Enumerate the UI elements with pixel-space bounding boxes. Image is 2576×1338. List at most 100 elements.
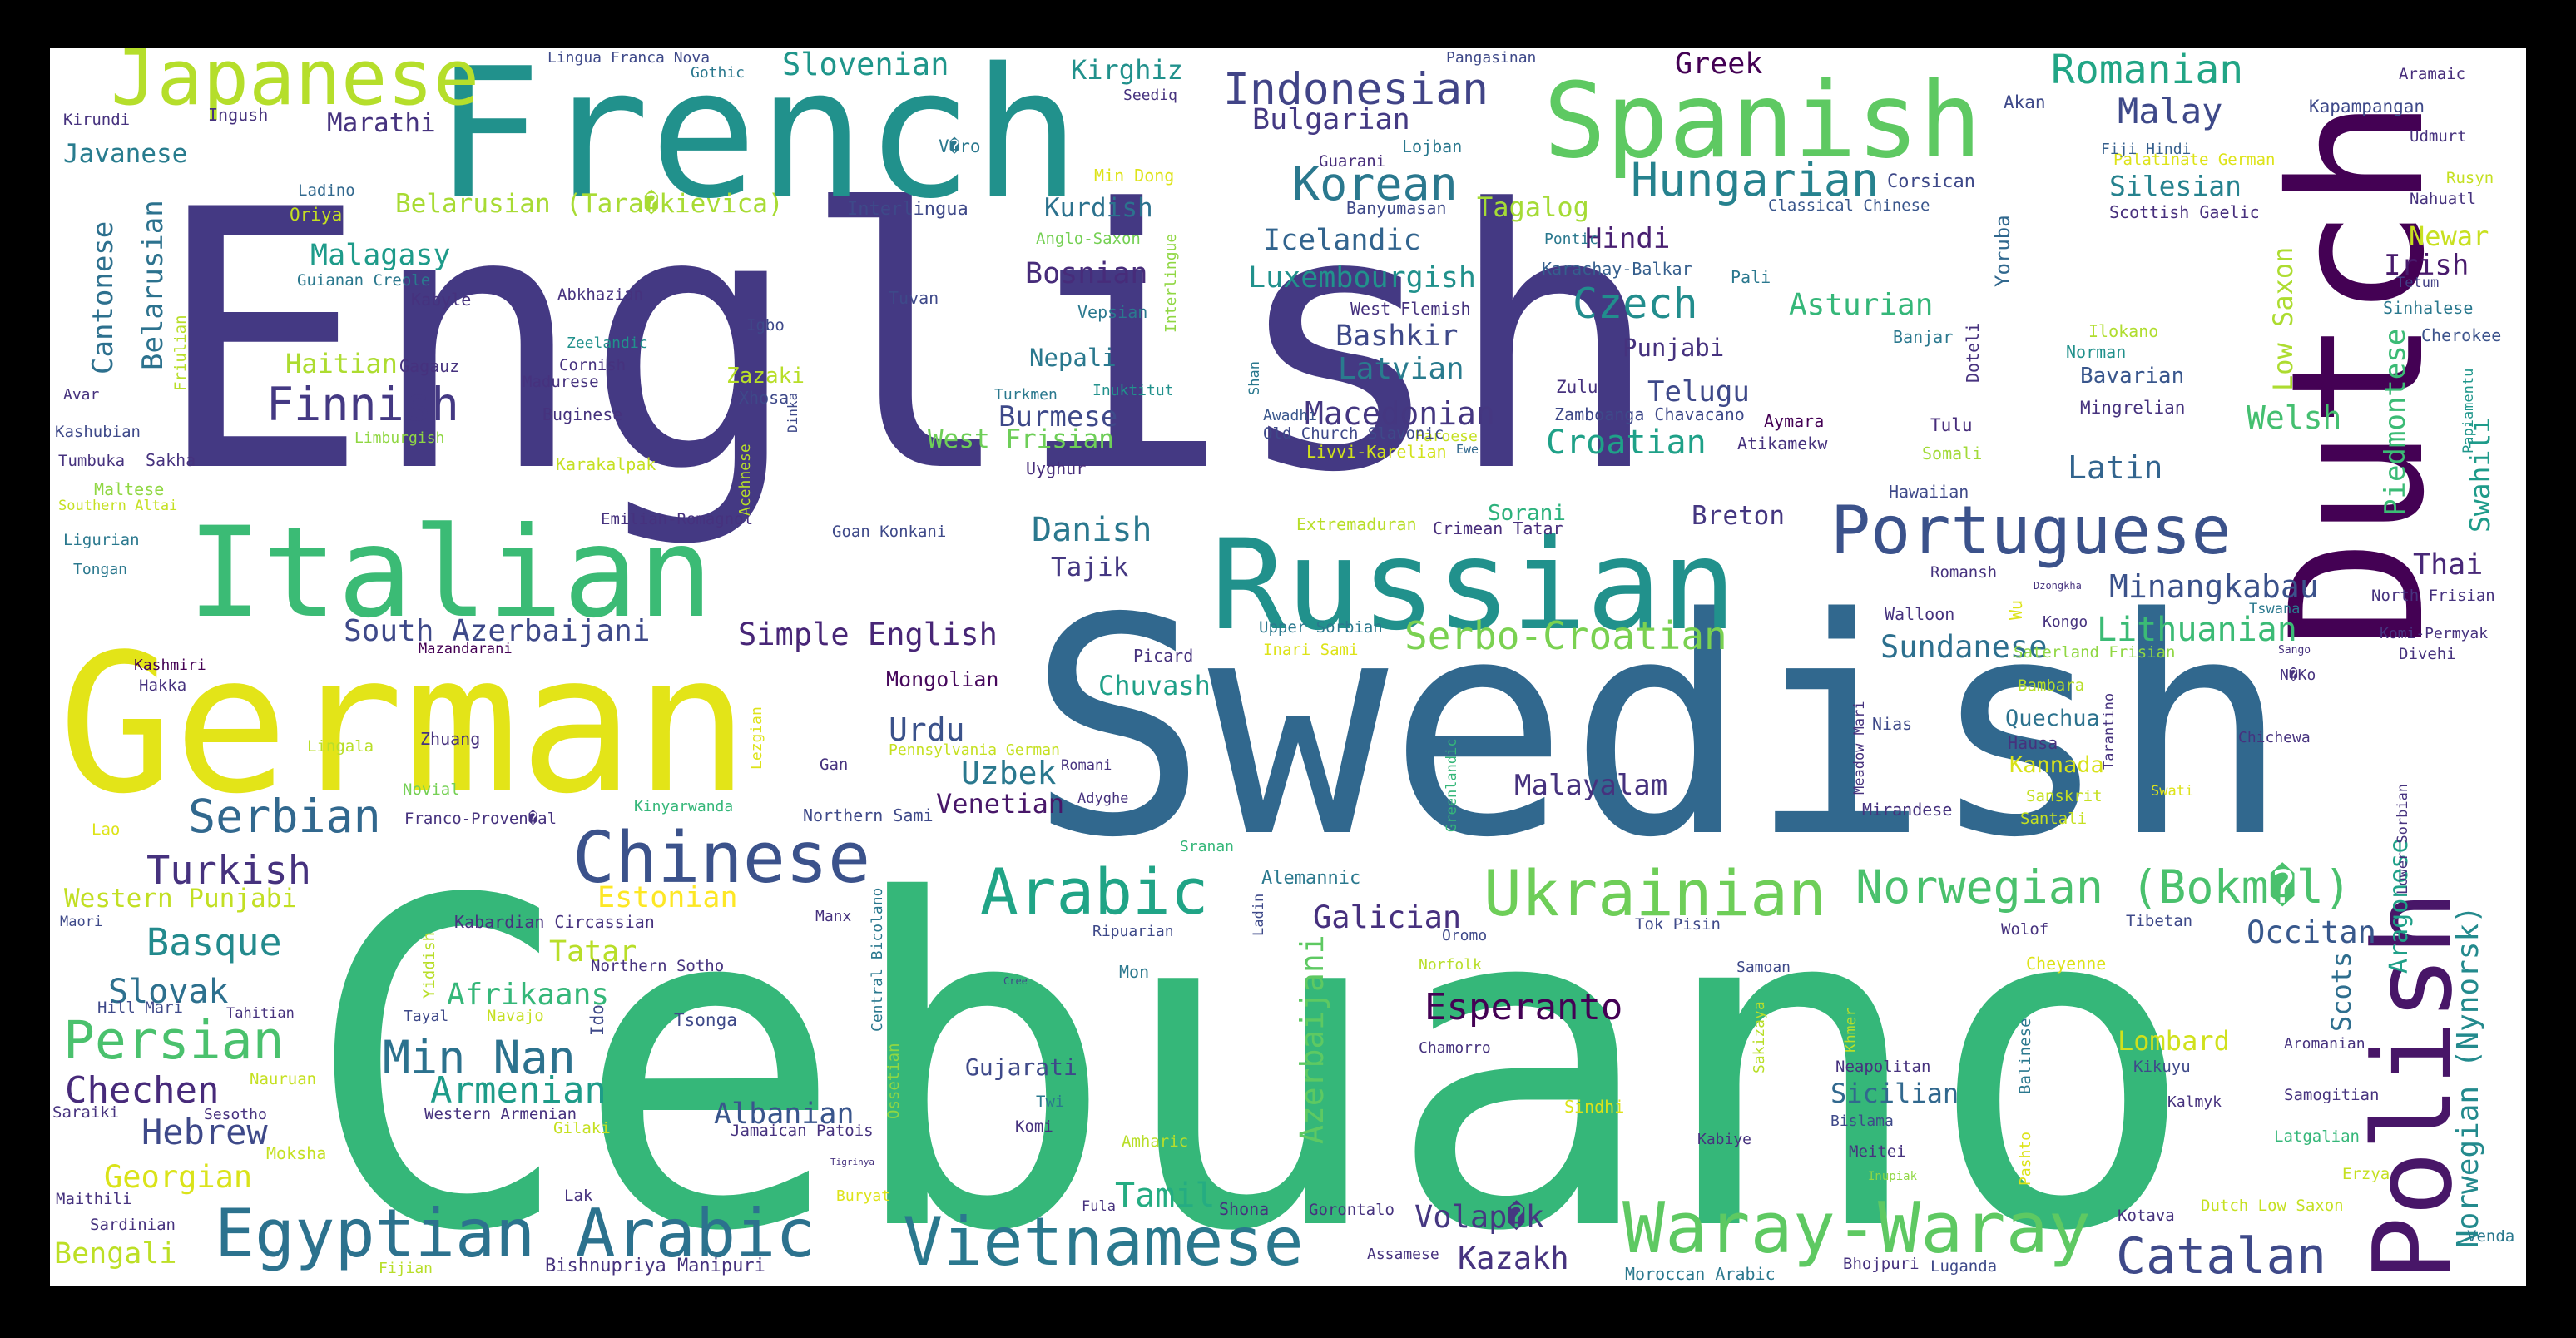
word-armenian: Armenian <box>430 1069 607 1112</box>
word-greek: Greek <box>1675 47 1762 81</box>
word-bosnian: Bosnian <box>1025 257 1148 290</box>
word-dzongkha: Dzongkha <box>2034 580 2082 592</box>
word-zazaki: Zazaki <box>726 364 805 389</box>
word-welsh: Welsh <box>2247 399 2341 436</box>
word-western-armenian: Western Armenian <box>424 1105 577 1123</box>
word-bavarian: Bavarian <box>2080 364 2184 389</box>
word-corsican: Corsican <box>1887 171 1975 192</box>
word-sundanese: Sundanese <box>1880 629 2047 665</box>
word-lombard: Lombard <box>2118 1025 2230 1057</box>
word-occitan: Occitan <box>2247 914 2376 950</box>
word-burmese: Burmese <box>998 400 1117 434</box>
word-mirandese: Mirandese <box>1862 800 1952 820</box>
word-nias: Nias <box>1872 714 1912 734</box>
word-udmurt: Udmurt <box>2410 127 2467 146</box>
word-wolof: Wolof <box>2001 920 2048 939</box>
word-picard: Picard <box>1133 646 1193 666</box>
word-chinese: Chinese <box>572 817 870 899</box>
word-hausa: Hausa <box>2008 733 2058 753</box>
word-nepali: Nepali <box>1029 344 1117 372</box>
word-breton: Breton <box>1692 501 1785 531</box>
word-divehi: Divehi <box>2399 645 2456 663</box>
word-vietnamese: Vietnamese <box>903 1203 1304 1281</box>
word-punjabi: Punjabi <box>1622 334 1724 362</box>
word-ladino: Ladino <box>298 181 355 200</box>
word-romani: Romani <box>1061 757 1112 774</box>
word-franco-proven-al: Franco-Proven�al <box>404 809 557 828</box>
word-lezgian: Lezgian <box>748 706 765 770</box>
word-cheyenne: Cheyenne <box>2026 954 2106 974</box>
word-norman: Norman <box>2066 342 2126 362</box>
word-sango: Sango <box>2278 644 2311 657</box>
word-cornish: Cornish <box>559 356 626 374</box>
word-yoruba: Yoruba <box>1991 215 2014 287</box>
word-tayal: Tayal <box>404 1008 448 1025</box>
word-akan: Akan <box>2004 92 2046 112</box>
word-ladin: Ladin <box>1251 894 1267 936</box>
word-tibetan: Tibetan <box>2126 912 2192 930</box>
word-maithili: Maithili <box>56 1190 132 1208</box>
word-extremaduran: Extremaduran <box>1296 514 1417 534</box>
word-asturian: Asturian <box>1789 288 1933 322</box>
word-tongan: Tongan <box>73 561 127 578</box>
word-rusyn: Rusyn <box>2446 169 2494 187</box>
word-scots: Scots <box>2326 952 2357 1032</box>
word-navajo: Navajo <box>487 1007 544 1025</box>
word-doteli: Doteli <box>1963 323 1983 383</box>
word-classical-chinese: Classical Chinese <box>1768 196 1930 215</box>
word-chamorro: Chamorro <box>1419 1039 1491 1057</box>
word-v-ro: V�ro <box>939 136 981 156</box>
word-ingush: Ingush <box>208 105 268 125</box>
word-aramaic: Aramaic <box>2399 65 2465 83</box>
word-kongo: Kongo <box>2043 613 2088 631</box>
word-ossetian: Ossetian <box>884 1043 903 1119</box>
word-hindi: Hindi <box>1585 222 1670 255</box>
word-nahuatl: Nahuatl <box>2410 190 2476 208</box>
word-venda: Venda <box>2467 1227 2514 1246</box>
word-tetum: Tetum <box>2396 275 2439 291</box>
word-kurdish: Kurdish <box>1044 193 1153 223</box>
word-moroccan-arabic: Moroccan Arabic <box>1625 1264 1776 1284</box>
word-bashkir: Bashkir <box>1335 320 1459 353</box>
word-malay: Malay <box>2118 91 2222 131</box>
word-gagauz: Gagauz <box>399 356 459 376</box>
word-saraiki: Saraiki <box>52 1103 119 1122</box>
word-hawaiian: Hawaiian <box>1889 482 1969 502</box>
word-uyghur: Uyghur <box>1026 458 1086 478</box>
word-catalan: Catalan <box>2116 1227 2326 1286</box>
word-goan-konkani: Goan Konkani <box>832 523 946 541</box>
word-slovak: Slovak <box>108 973 229 1011</box>
word-kashubian: Kashubian <box>55 423 141 441</box>
word-haitian: Haitian <box>285 348 398 379</box>
word-cree: Cree <box>1003 975 1028 987</box>
word-zulu: Zulu <box>1556 377 1598 397</box>
word-dutch-low-saxon: Dutch Low Saxon <box>2201 1197 2344 1215</box>
word-fula: Fula <box>1082 1198 1116 1215</box>
word-fiji-hindi: Fiji Hindi <box>2101 141 2191 158</box>
word-zamboanga-chavacano: Zamboanga Chavacano <box>1554 404 1745 424</box>
word-sorani: Sorani <box>1488 501 1566 526</box>
word-thai: Thai <box>2413 548 2483 582</box>
word-zeelandic: Zeelandic <box>567 334 648 352</box>
word-malayalam: Malayalam <box>1514 769 1667 802</box>
word-palatinate-german: Palatinate German <box>2113 151 2275 169</box>
word-western-punjabi: Western Punjabi <box>64 884 297 914</box>
word-piedmontese: Piedmontese <box>2379 329 2412 516</box>
word-bishnupriya-manipuri: Bishnupriya Manipuri <box>545 1256 765 1276</box>
word-kannada: Kannada <box>2009 752 2104 778</box>
word-madurese: Madurese <box>523 373 599 391</box>
word-italian: Italian <box>187 501 713 646</box>
word-chichewa: Chichewa <box>2238 729 2311 746</box>
word-gothic: Gothic <box>691 64 745 82</box>
word-west-frisian: West Frisian <box>928 424 1114 454</box>
word-wu: Wu <box>2006 600 2026 620</box>
word-fijian: Fijian <box>379 1260 433 1277</box>
word-belarusian-tara-kievica: Belarusian (Tara�kievica) <box>395 189 784 219</box>
word-tsonga: Tsonga <box>674 1010 737 1030</box>
word-volap-k: Volap�k <box>1414 1199 1544 1235</box>
word-hakka: Hakka <box>139 676 186 695</box>
word-czech: Czech <box>1573 280 1698 328</box>
word-sinhalese: Sinhalese <box>2383 298 2473 318</box>
word-swahili: Swahili <box>2464 417 2496 533</box>
